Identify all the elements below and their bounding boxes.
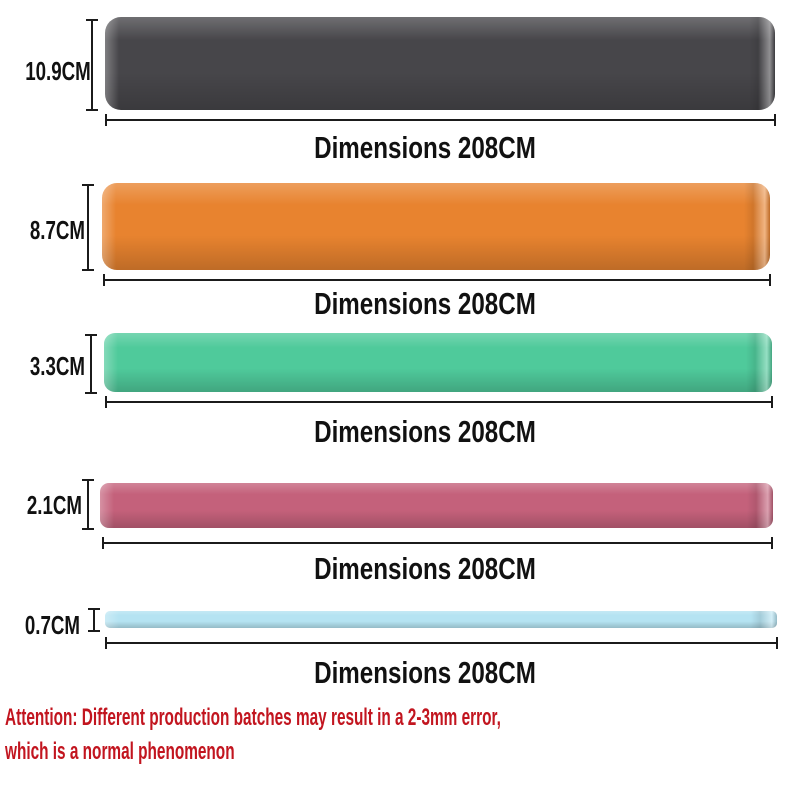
width-dimension-indicator [85,334,97,394]
width-dimension-indicator [86,19,98,111]
attention-note: Attention: Different production batches … [5,701,501,769]
band-length-label: Dimensions 208CM [314,414,536,449]
length-dimension-line [105,114,776,126]
band-width-label: 2.1CM [26,490,83,520]
width-dimension-indicator [82,184,94,271]
band-pink [100,483,773,528]
band-length-label: Dimensions 208CM [314,130,536,165]
band-length-label: Dimensions 208CM [314,551,536,586]
length-dimension-line [105,637,778,649]
band-length-label: Dimensions 208CM [314,655,536,690]
length-dimension-line [103,274,771,286]
band-width-label: 10.9CM [25,56,91,86]
band-width-label: 0.7CM [24,610,81,640]
attention-text-line-1: Attention: Different production batches … [5,704,501,731]
band-width-label: 3.3CM [29,351,85,381]
attention-text-line-2: which is a normal phenomenon [5,738,235,765]
band-width-label: 8.7CM [29,215,85,245]
width-dimension-indicator [82,479,94,530]
band-orange [102,183,770,270]
band-blue [105,611,777,628]
length-dimension-line [105,396,773,408]
width-dimension-indicator [88,608,100,632]
band-length-label: Dimensions 208CM [314,286,536,321]
band-green [104,333,772,392]
band-black [105,17,775,110]
length-dimension-line [102,537,773,549]
